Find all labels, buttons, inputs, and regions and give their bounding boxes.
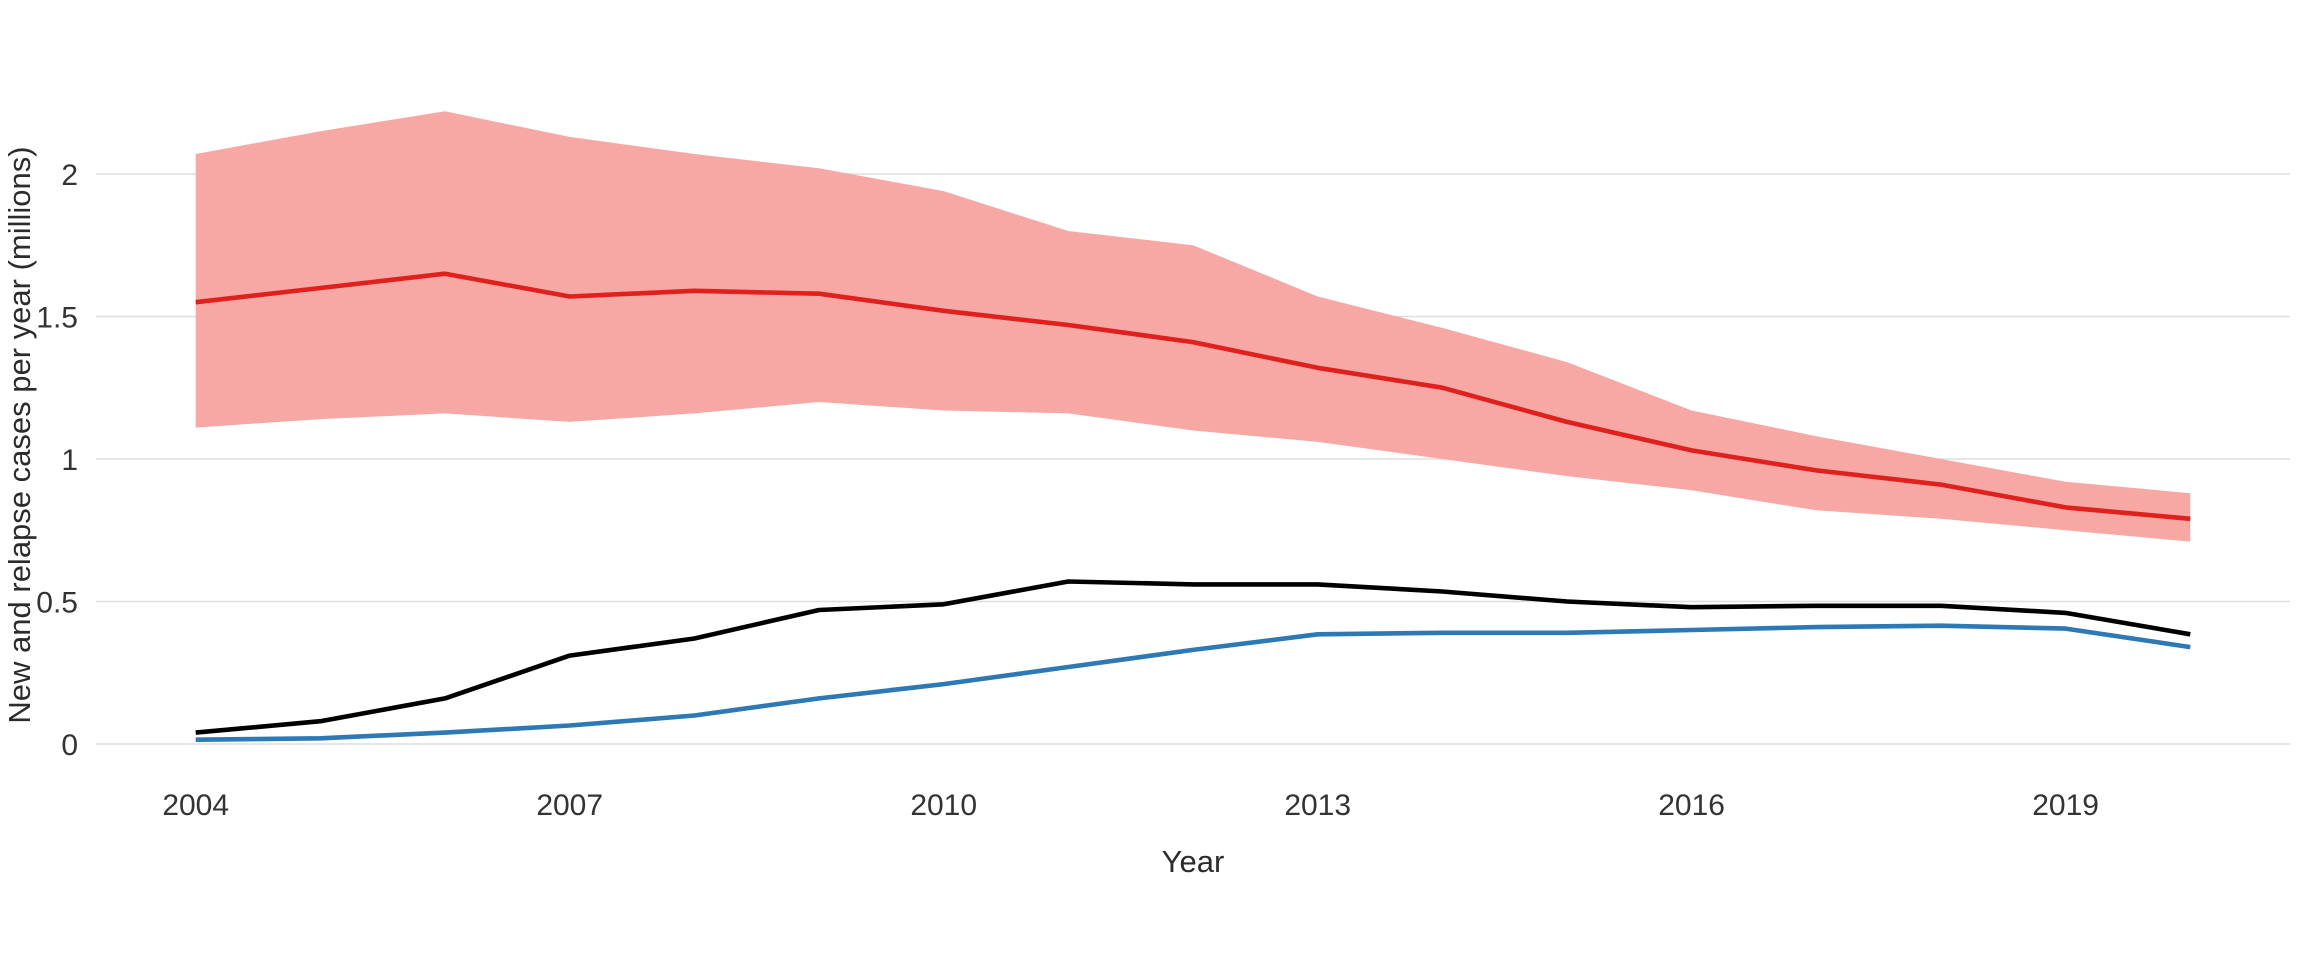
x-tick-label-2010: 2010 [910,789,977,822]
y-tick-label-2: 2 [61,159,78,192]
uncertainty-band-layer [195,111,2191,542]
series-lines-layer [195,271,2191,742]
blue-line [195,623,2191,742]
y-tick-label-0: 0 [61,729,78,762]
red-estimate-line [195,271,2191,522]
x-tick-label-2019: 2019 [2032,789,2099,822]
red-uncertainty-band [195,111,2191,542]
y-tick-label-1: 1 [61,444,78,477]
x-tick-label-2004: 2004 [162,789,229,822]
x-tick-label-2016: 2016 [1658,789,1725,822]
x-tick-label-2013: 2013 [1284,789,1351,822]
black-line [195,579,2191,735]
y-axis-title: New and relapse cases per year (millions… [2,146,37,723]
tick-labels-layer: 0 0.5 1 1.5 2 2004 2007 2010 2013 2016 2019 [36,159,2099,822]
x-tick-label-2007: 2007 [536,789,603,822]
x-axis-title: Year [1162,844,1225,879]
y-tick-label-1.5: 1.5 [36,302,78,335]
y-tick-label-0.5: 0.5 [36,587,78,620]
